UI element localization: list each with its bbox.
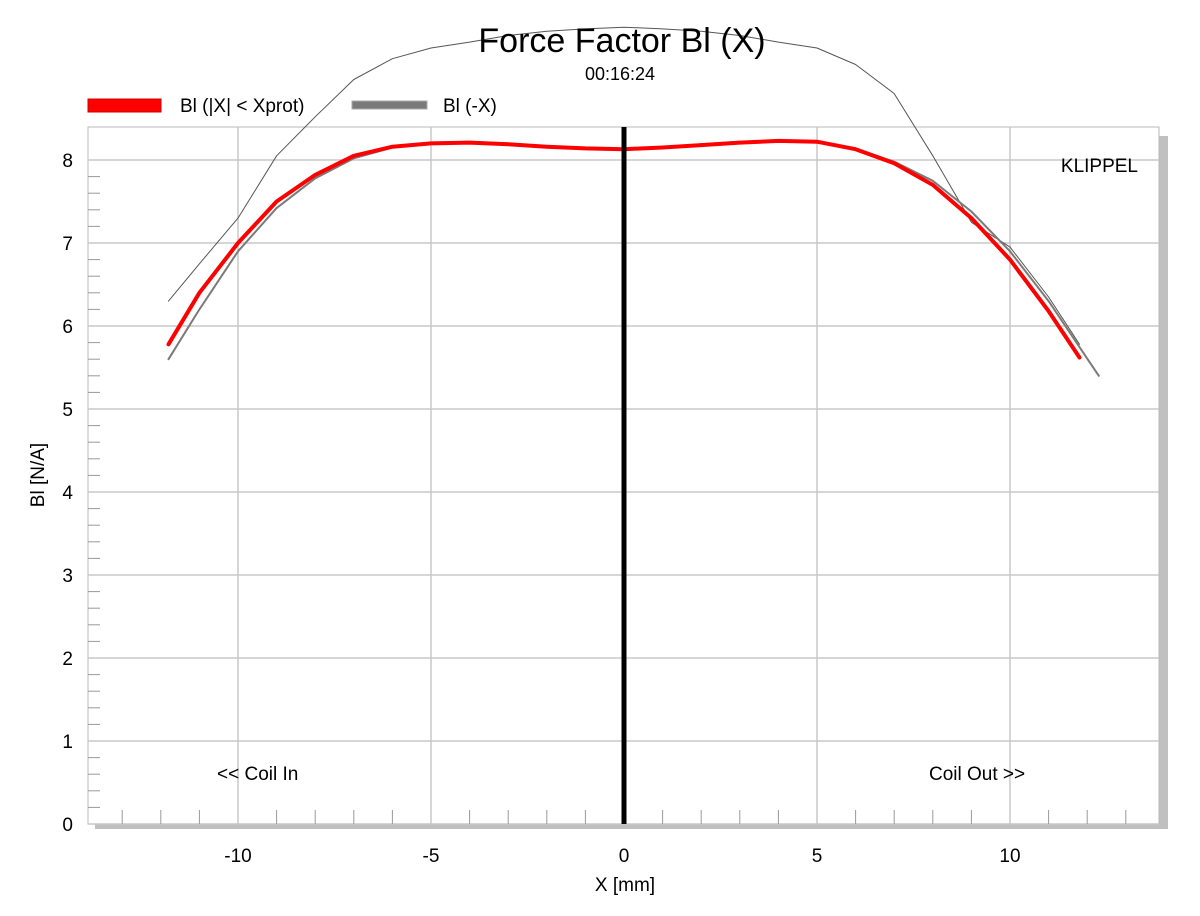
x-axis-label: X [mm] xyxy=(595,875,655,896)
y-tick-label: 4 xyxy=(62,483,73,504)
brand-label: KLIPPEL xyxy=(1061,156,1138,177)
legend-swatch-gray xyxy=(351,100,428,110)
x-tick-label: 5 xyxy=(812,846,823,867)
y-tick-label: 2 xyxy=(62,649,73,670)
chart-subtitle: 00:16:24 xyxy=(585,64,655,84)
y-tick-label: 6 xyxy=(62,317,73,338)
y-tick-label: 8 xyxy=(62,151,73,172)
tick-labels: -10 -5 0 5 10 0 1 2 3 4 5 6 7 8 xyxy=(62,151,1020,867)
coil-out-annotation: Coil Out >> xyxy=(929,764,1025,785)
legend-label-gray: Bl (-X) xyxy=(443,96,497,117)
x-tick-label: -10 xyxy=(224,846,251,867)
y-tick-label: 1 xyxy=(62,732,73,753)
legend-swatch-red xyxy=(87,98,162,113)
legend: Bl (|X| < Xprot) Bl (-X) xyxy=(87,96,497,117)
legend-label-red: Bl (|X| < Xprot) xyxy=(180,96,304,117)
x-tick-label: -5 xyxy=(423,846,440,867)
y-axis-label: Bl [N/A] xyxy=(28,443,49,507)
minor-ticks xyxy=(88,176,1127,824)
y-tick-label: 0 xyxy=(62,815,73,836)
coil-in-annotation: << Coil In xyxy=(217,764,298,785)
y-tick-label: 3 xyxy=(62,566,73,587)
x-tick-label: 10 xyxy=(999,846,1020,867)
y-tick-label: 7 xyxy=(62,234,73,255)
y-tick-label: 5 xyxy=(62,400,73,421)
x-tick-label: 0 xyxy=(619,846,630,867)
chart-title: Force Factor Bl (X) xyxy=(478,22,765,60)
unlabeled-series-line xyxy=(168,26,1080,345)
